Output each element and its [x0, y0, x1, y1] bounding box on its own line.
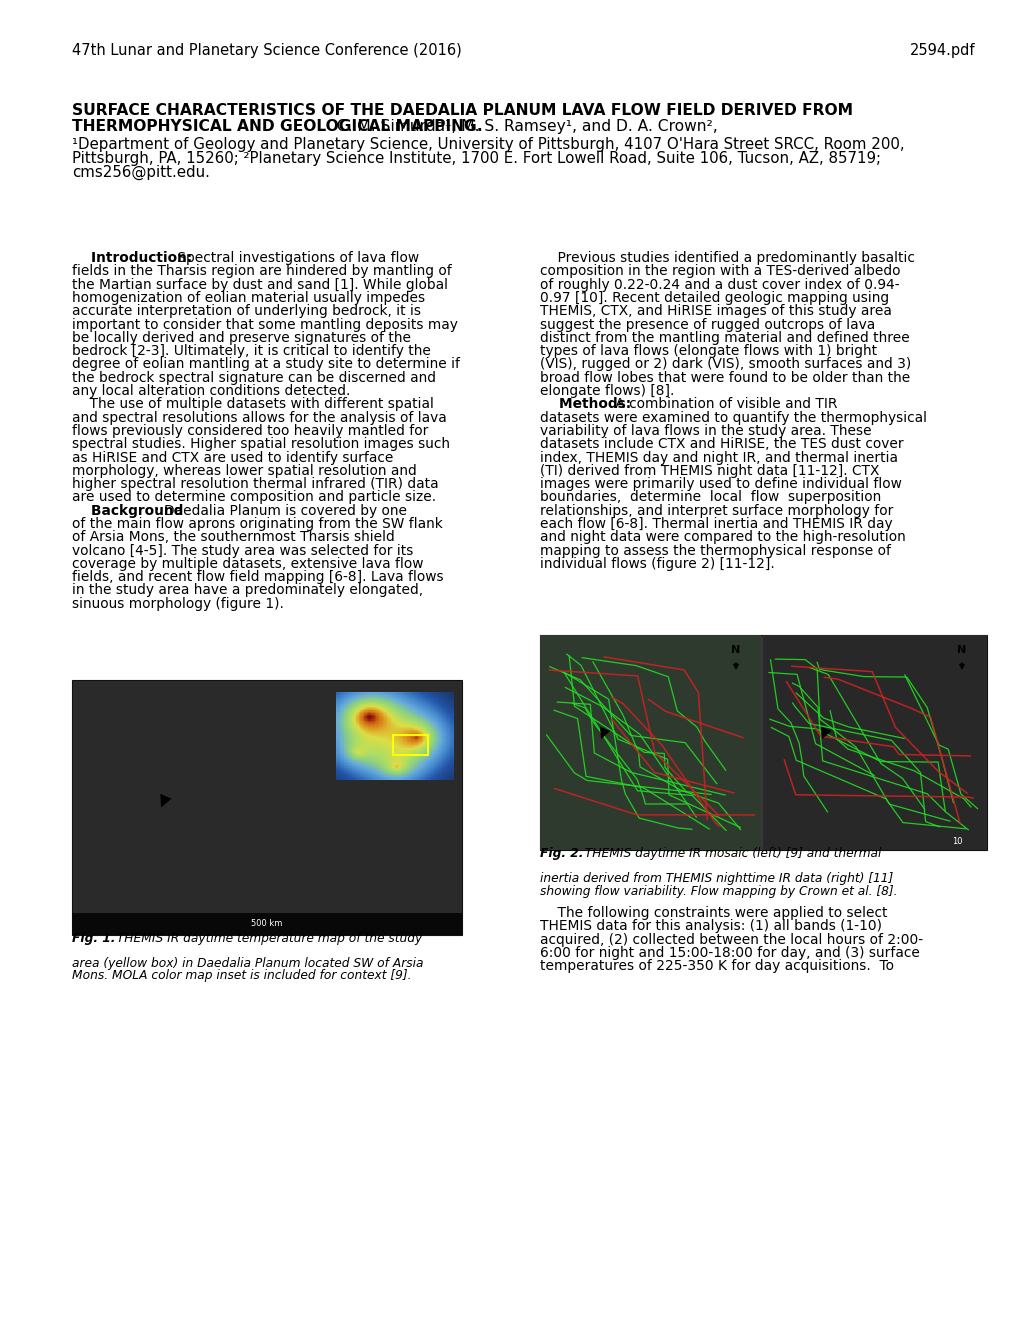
Bar	[392, 734, 428, 755]
Text: as HiRISE and CTX are used to identify surface: as HiRISE and CTX are used to identify s…	[72, 450, 393, 465]
Text: 2594.pdf: 2594.pdf	[909, 44, 974, 58]
Text: SURFACE CHARACTERISTICS OF THE DAEDALIA PLANUM LAVA FLOW FIELD DERIVED FROM: SURFACE CHARACTERISTICS OF THE DAEDALIA …	[72, 103, 852, 117]
Text: homogenization of eolian material usually impedes: homogenization of eolian material usuall…	[72, 290, 425, 305]
Text: important to consider that some mantling deposits may: important to consider that some mantling…	[72, 318, 458, 331]
Text: of Arsia Mons, the southernmost Tharsis shield: of Arsia Mons, the southernmost Tharsis …	[72, 531, 394, 544]
Text: individual flows (figure 2) [11-12].: individual flows (figure 2) [11-12].	[539, 557, 774, 570]
Text: types of lava flows (elongate flows with 1) bright: types of lava flows (elongate flows with…	[539, 345, 876, 358]
Text: N: N	[731, 645, 740, 655]
Text: degree of eolian mantling at a study site to determine if: degree of eolian mantling at a study sit…	[72, 358, 460, 371]
Text: cms256@pitt.edu.: cms256@pitt.edu.	[72, 165, 210, 180]
Bar	[539, 635, 760, 850]
Text: morphology, whereas lower spatial resolution and: morphology, whereas lower spatial resolu…	[72, 463, 417, 478]
Text: inertia derived from THEMIS nighttime IR data (right) [11]: inertia derived from THEMIS nighttime IR…	[539, 873, 893, 884]
Text: broad flow lobes that were found to be older than the: broad flow lobes that were found to be o…	[539, 371, 909, 384]
Text: boundaries,  determine  local  flow  superposition: boundaries, determine local flow superpo…	[539, 491, 880, 504]
Text: area (yellow box) in Daedalia Planum located SW of Arsia: area (yellow box) in Daedalia Planum loc…	[72, 957, 423, 970]
Text: distinct from the mantling material and defined three: distinct from the mantling material and …	[539, 331, 909, 345]
Text: volcano [4-5]. The study area was selected for its: volcano [4-5]. The study area was select…	[72, 544, 413, 557]
Text: Introduction:: Introduction:	[72, 251, 192, 265]
Text: Fig. 1.: Fig. 1.	[72, 932, 115, 945]
Text: fields, and recent flow field mapping [6-8]. Lava flows: fields, and recent flow field mapping [6…	[72, 570, 443, 585]
Text: 0.97 [10]. Recent detailed geologic mapping using: 0.97 [10]. Recent detailed geologic mapp…	[539, 290, 889, 305]
Text: elongate flows) [8].: elongate flows) [8].	[539, 384, 674, 399]
Text: showing flow variability. Flow mapping by Crown et al. [8].: showing flow variability. Flow mapping b…	[539, 884, 897, 898]
Text: THERMOPHYSICAL AND GEOLOGICAL MAPPING.: THERMOPHYSICAL AND GEOLOGICAL MAPPING.	[72, 119, 482, 135]
Bar	[539, 635, 986, 850]
Text: A combination of visible and TIR: A combination of visible and TIR	[610, 397, 837, 412]
Text: accurate interpretation of underlying bedrock, it is: accurate interpretation of underlying be…	[72, 304, 421, 318]
Text: C. M. Simurda¹, M. S. Ramsey¹, and D. A. Crown²,: C. M. Simurda¹, M. S. Ramsey¹, and D. A.…	[327, 119, 717, 135]
Text: datasets were examined to quantify the thermophysical: datasets were examined to quantify the t…	[539, 411, 926, 425]
Text: flows previously considered too heavily mantled for: flows previously considered too heavily …	[72, 424, 428, 438]
Text: of the main flow aprons originating from the SW flank: of the main flow aprons originating from…	[72, 517, 442, 531]
Text: higher spectral resolution thermal infrared (TIR) data: higher spectral resolution thermal infra…	[72, 477, 438, 491]
Text: (VIS), rugged or 2) dark (VIS), smooth surfaces and 3): (VIS), rugged or 2) dark (VIS), smooth s…	[539, 358, 910, 371]
Text: Pittsburgh, PA, 15260; ²Planetary Science Institute, 1700 E. Fort Lowell Road, S: Pittsburgh, PA, 15260; ²Planetary Scienc…	[72, 150, 880, 166]
Text: temperatures of 225-350 K for day acquisitions.  To: temperatures of 225-350 K for day acquis…	[539, 960, 893, 973]
Text: 6:00 for night and 15:00-18:00 for day, and (3) surface: 6:00 for night and 15:00-18:00 for day, …	[539, 946, 919, 960]
Text: are used to determine composition and particle size.: are used to determine composition and pa…	[72, 491, 436, 504]
Text: Methods:: Methods:	[539, 397, 631, 412]
Text: suggest the presence of rugged outcrops of lava: suggest the presence of rugged outcrops …	[539, 318, 874, 331]
Text: The following constraints were applied to select: The following constraints were applied t…	[539, 906, 887, 920]
Text: (TI) derived from THEMIS night data [11-12]. CTX: (TI) derived from THEMIS night data [11-…	[539, 463, 878, 478]
Bar	[72, 680, 462, 935]
Text: composition in the region with a TES-derived albedo: composition in the region with a TES-der…	[539, 264, 900, 279]
Text: of roughly 0.22-0.24 and a dust cover index of 0.94-: of roughly 0.22-0.24 and a dust cover in…	[539, 277, 899, 292]
Text: 47th Lunar and Planetary Science Conference (2016): 47th Lunar and Planetary Science Confere…	[72, 44, 462, 58]
Text: N: N	[957, 645, 966, 655]
Text: THEMIS, CTX, and HiRISE images of this study area: THEMIS, CTX, and HiRISE images of this s…	[539, 304, 891, 318]
Text: THEMIS IR daytime temperature map of the study: THEMIS IR daytime temperature map of the…	[109, 932, 422, 945]
Text: the bedrock spectral signature can be discerned and: the bedrock spectral signature can be di…	[72, 371, 435, 384]
Text: and night data were compared to the high-resolution: and night data were compared to the high…	[539, 531, 905, 544]
Text: images were primarily used to define individual flow: images were primarily used to define ind…	[539, 477, 901, 491]
Text: Fig. 2.: Fig. 2.	[539, 847, 583, 861]
Text: the Martian surface by dust and sand [1]. While global: the Martian surface by dust and sand [1]…	[72, 277, 447, 292]
Bar	[72, 913, 462, 935]
Text: THEMIS daytime IR mosaic (left) [9] and thermal: THEMIS daytime IR mosaic (left) [9] and …	[577, 847, 880, 861]
Text: ¹Department of Geology and Planetary Science, University of Pittsburgh, 4107 O'H: ¹Department of Geology and Planetary Sci…	[72, 137, 904, 152]
Text: fields in the Tharsis region are hindered by mantling of: fields in the Tharsis region are hindere…	[72, 264, 451, 279]
Text: THEMIS data for this analysis: (1) all bands (1-10): THEMIS data for this analysis: (1) all b…	[539, 919, 881, 933]
Text: relationships, and interpret surface morphology for: relationships, and interpret surface mor…	[539, 504, 893, 517]
Text: coverage by multiple datasets, extensive lava flow: coverage by multiple datasets, extensive…	[72, 557, 423, 570]
Text: and spectral resolutions allows for the analysis of lava: and spectral resolutions allows for the …	[72, 411, 446, 425]
Text: variability of lava flows in the study area. These: variability of lava flows in the study a…	[539, 424, 871, 438]
Text: Previous studies identified a predominantly basaltic: Previous studies identified a predominan…	[539, 251, 914, 265]
Text: 500 km: 500 km	[251, 920, 282, 928]
Text: sinuous morphology (figure 1).: sinuous morphology (figure 1).	[72, 597, 283, 611]
Text: spectral studies. Higher spatial resolution images such: spectral studies. Higher spatial resolut…	[72, 437, 449, 451]
Text: datasets include CTX and HiRISE, the TES dust cover: datasets include CTX and HiRISE, the TES…	[539, 437, 903, 451]
Text: Background: Background	[72, 504, 183, 517]
Text: in the study area have a predominately elongated,: in the study area have a predominately e…	[72, 583, 423, 598]
Text: index, THEMIS day and night IR, and thermal inertia: index, THEMIS day and night IR, and ther…	[539, 450, 897, 465]
Text: Spectral investigations of lava flow: Spectral investigations of lava flow	[172, 251, 419, 265]
Text: mapping to assess the thermophysical response of: mapping to assess the thermophysical res…	[539, 544, 891, 557]
Text: : Daedalia Planum is covered by one: : Daedalia Planum is covered by one	[155, 504, 407, 517]
Text: The use of multiple datasets with different spatial: The use of multiple datasets with differ…	[72, 397, 433, 412]
Text: 10: 10	[951, 837, 961, 846]
Text: acquired, (2) collected between the local hours of 2:00-: acquired, (2) collected between the loca…	[539, 933, 922, 946]
Bar	[762, 635, 986, 850]
Text: any local alteration conditions detected.: any local alteration conditions detected…	[72, 384, 351, 399]
Text: bedrock [2-3]. Ultimately, it is critical to identify the: bedrock [2-3]. Ultimately, it is critica…	[72, 345, 430, 358]
Text: each flow [6-8]. Thermal inertia and THEMIS IR day: each flow [6-8]. Thermal inertia and THE…	[539, 517, 892, 531]
Text: be locally derived and preserve signatures of the: be locally derived and preserve signatur…	[72, 331, 411, 345]
Text: Mons. MOLA color map inset is included for context [9].: Mons. MOLA color map inset is included f…	[72, 969, 411, 982]
